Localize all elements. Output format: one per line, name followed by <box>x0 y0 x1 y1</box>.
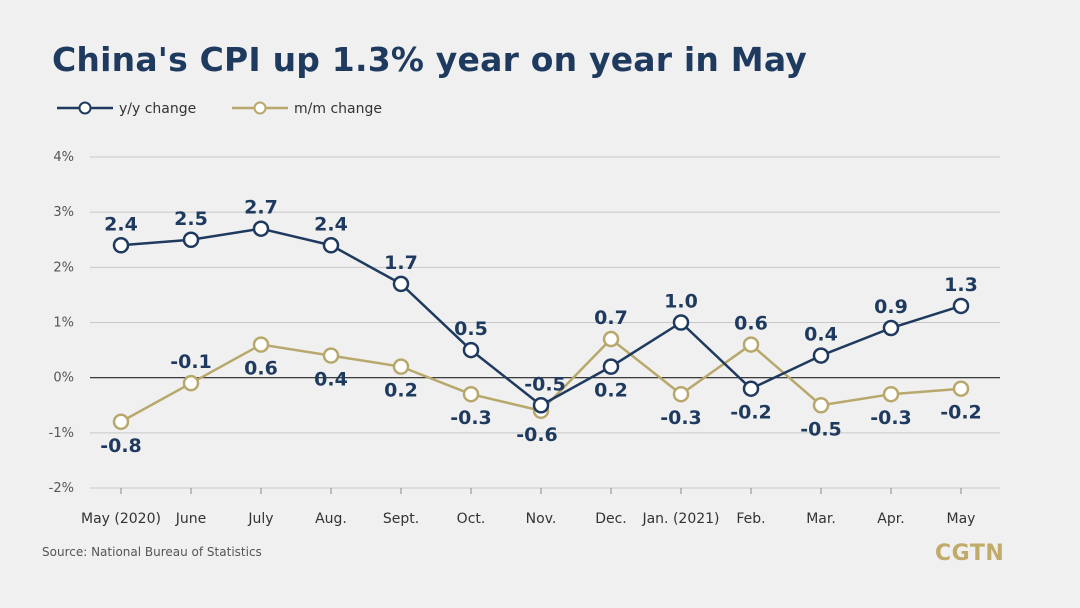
data-point-yy <box>322 237 340 254</box>
data-point-mm <box>672 385 690 403</box>
data-point-yy <box>672 314 690 331</box>
brand-logo: CGTN <box>935 541 1005 566</box>
x-tick-label: May (2020) <box>81 511 161 527</box>
data-label-mm: -0.3 <box>660 407 702 429</box>
data-point-yy <box>532 397 550 414</box>
data-label-yy: 1.7 <box>384 252 418 274</box>
data-label-mm: -0.5 <box>800 418 842 440</box>
y-tick-label: -2% <box>49 481 74 496</box>
data-label-yy: 2.5 <box>174 208 208 230</box>
data-point-yy <box>392 275 410 293</box>
data-label-yy: 2.4 <box>104 213 138 235</box>
data-label-mm: 0.2 <box>384 380 418 402</box>
y-tick-label: -1% <box>49 426 74 441</box>
y-tick-label: 2% <box>53 260 74 275</box>
data-point-mm <box>322 347 340 364</box>
x-tick-label: Apr. <box>877 511 904 527</box>
y-tick-label: 3% <box>53 205 74 220</box>
data-label-yy: 2.4 <box>314 213 348 235</box>
data-label-yy: 1.0 <box>664 291 698 313</box>
data-label-mm: -0.3 <box>870 407 912 429</box>
data-label-yy: -0.2 <box>730 402 772 424</box>
y-tick-label: 4% <box>53 150 74 165</box>
data-label-mm: -0.2 <box>940 402 982 424</box>
data-label-mm: -0.8 <box>100 435 142 457</box>
x-tick-label: July <box>247 511 273 527</box>
data-point-mm <box>392 358 410 375</box>
data-label-mm: -0.3 <box>450 407 492 429</box>
data-label-mm: -0.6 <box>516 424 558 446</box>
legend: y/y change m/m change <box>57 101 382 117</box>
data-labels: 2.4 2.5 2.7 2.4 1.7 0.5 -0.5 0.2 1.0 -0.2 0.4 0.9 1.… <box>100 197 982 457</box>
x-tick-label: Sept. <box>383 511 419 527</box>
grid-lines <box>90 156 1000 489</box>
data-point-yy <box>812 347 830 364</box>
data-label-yy: -0.5 <box>524 373 566 395</box>
data-label-mm: 0.7 <box>594 307 628 329</box>
x-tick-label: Oct. <box>457 511 486 527</box>
data-point-mm <box>462 385 480 403</box>
chart-title: China's CPI up 1.3% year on year in May <box>52 40 808 79</box>
x-tick-label: Aug. <box>315 511 347 527</box>
x-axis-ticks: May (2020) June July Aug. Sept. Oct. Nov. Dec. J… <box>81 488 975 527</box>
legend-label-mm: m/m change <box>294 101 382 117</box>
y-tick-label: 1% <box>53 316 74 331</box>
data-point-mm <box>602 330 620 348</box>
data-point-yy <box>952 297 970 315</box>
data-label-yy: 0.2 <box>594 380 628 402</box>
data-label-yy: 0.9 <box>874 296 908 318</box>
legend-label-yy: y/y change <box>119 101 196 117</box>
data-point-mm <box>182 374 200 392</box>
data-label-yy: 2.7 <box>244 197 278 219</box>
source-note: Source: National Bureau of Statistics <box>42 545 262 559</box>
data-label-mm: -0.1 <box>170 351 212 373</box>
data-point-mm <box>952 380 970 397</box>
legend-marker-yy <box>78 101 92 115</box>
x-tick-label: Mar. <box>806 511 836 527</box>
data-point-yy <box>252 220 270 237</box>
data-label-mm: 0.4 <box>314 369 348 391</box>
data-point-yy <box>182 231 200 248</box>
data-point-mm <box>112 413 130 431</box>
x-tick-label: Jan. (2021) <box>641 511 719 527</box>
x-tick-label: Dec. <box>595 511 627 527</box>
data-label-yy: 1.3 <box>944 274 978 296</box>
x-tick-label: June <box>175 511 207 527</box>
y-axis-ticks: 4% 3% 2% 1% 0% -1% -2% <box>49 150 74 496</box>
data-point-mm <box>742 336 760 353</box>
data-point-yy <box>742 380 760 397</box>
data-label-yy: 0.4 <box>804 324 838 346</box>
y-tick-label: 0% <box>53 371 74 386</box>
series-lines <box>112 220 970 431</box>
data-label-mm: 0.6 <box>734 313 768 335</box>
x-tick-label: May <box>947 511 976 527</box>
data-point-yy <box>462 341 480 359</box>
data-point-yy <box>882 319 900 337</box>
data-point-mm <box>252 336 270 353</box>
data-point-yy <box>112 237 130 254</box>
x-tick-label: Nov. <box>526 511 557 527</box>
legend-marker-mm <box>253 101 267 115</box>
data-point-mm <box>882 385 900 403</box>
x-tick-label: Feb. <box>736 511 765 527</box>
data-label-yy: 0.5 <box>454 318 488 340</box>
data-point-yy <box>602 358 620 375</box>
data-label-mm: 0.6 <box>244 358 278 380</box>
data-point-mm <box>812 397 830 414</box>
